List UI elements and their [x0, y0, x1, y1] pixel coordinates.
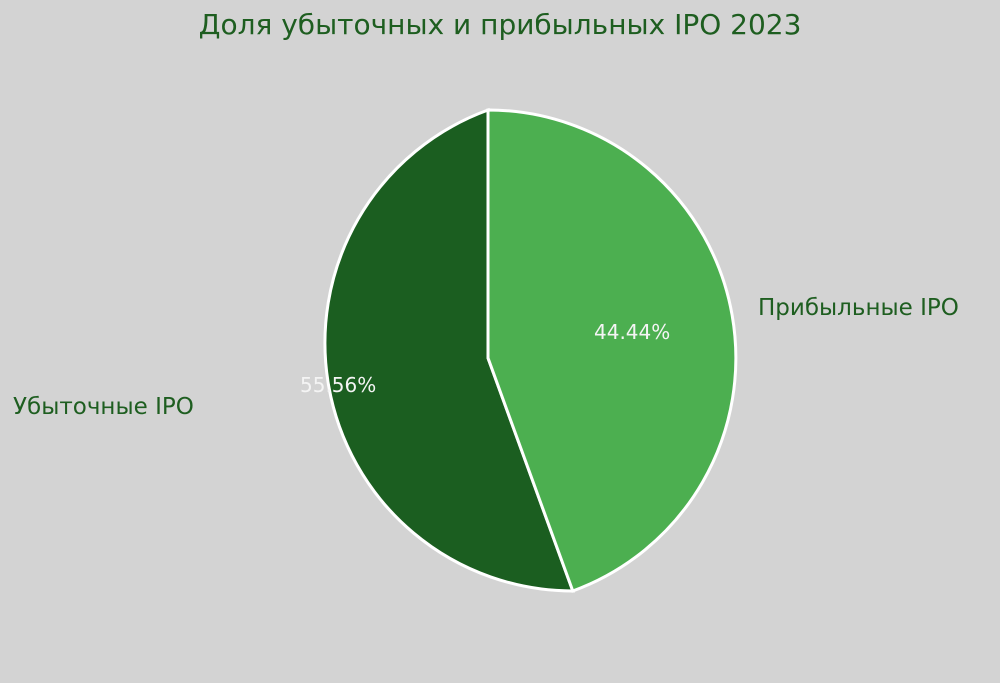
- chart-title: Доля убыточных и прибыльных IPO 2023: [198, 8, 802, 41]
- slice-profit: [486, 108, 738, 593]
- label-profit: Прибыльные IPO: [758, 295, 959, 321]
- pct-loss: 55.56%: [300, 373, 377, 397]
- slice-loss: [323, 107, 575, 593]
- pct-profit: 44.44%: [594, 320, 671, 344]
- label-loss: Убыточные IPO: [13, 394, 194, 420]
